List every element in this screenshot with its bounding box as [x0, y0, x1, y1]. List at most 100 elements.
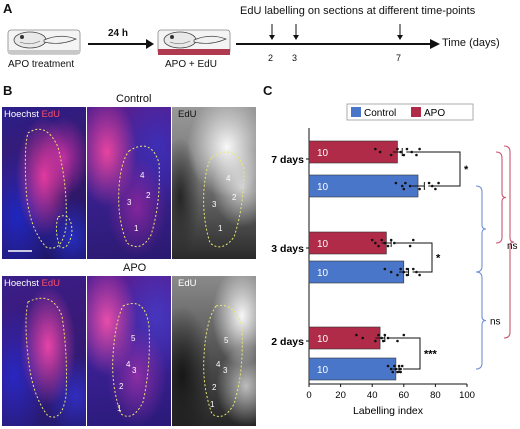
time-axis-label: Time (days) — [442, 37, 500, 49]
control-2-point — [394, 367, 398, 371]
legend-swatch-apo — [411, 107, 421, 117]
apo-1-point — [408, 244, 412, 248]
apo-2-n-label: 10 — [317, 334, 329, 345]
control-1-point — [396, 273, 399, 277]
control-2-point — [389, 367, 393, 371]
apo-color-cell-2: 2 — [119, 382, 124, 391]
control-1-point — [411, 267, 415, 271]
apo-color-cell-1: 1 — [117, 404, 122, 413]
control-1-point — [399, 267, 402, 271]
control-2-n-label: 10 — [317, 365, 329, 376]
apo-0-point — [378, 150, 382, 154]
panel-a-letter: A — [3, 1, 13, 16]
control-2-point — [400, 364, 404, 368]
timepoint-label-7: 7 — [396, 53, 402, 63]
apo-0-point — [399, 150, 402, 154]
control-0-point — [427, 181, 431, 185]
apo-1-n-label: 10 — [317, 239, 329, 250]
timepoint-arrow-3 — [293, 24, 299, 40]
apo-1-point — [393, 241, 396, 245]
x-tick-label: 60 — [399, 390, 410, 401]
control-1-point — [405, 267, 409, 271]
apo-2-point — [374, 339, 377, 343]
apo-edu-gray-micrograph: EdU 5 4 3 2 1 — [172, 276, 256, 426]
panel-c-letter: C — [263, 83, 273, 98]
step2-label: APO + EdU — [165, 59, 217, 70]
control-0-point — [404, 181, 407, 185]
apo-2-point — [380, 336, 383, 340]
apo-bracket-7-2 — [503, 145, 515, 339]
control-label: Control — [116, 93, 152, 105]
apo-2-point — [383, 333, 387, 337]
apo-color-cell-4: 4 — [126, 360, 131, 369]
apo-2-point — [361, 336, 365, 340]
control-1-point — [383, 267, 387, 271]
apo-2-point — [402, 333, 406, 337]
control-2-point — [399, 367, 402, 371]
control-0-point — [400, 184, 404, 188]
significance-bracket — [395, 242, 433, 273]
timepoint-arrow-2 — [269, 24, 275, 40]
apo-2-point — [377, 333, 380, 337]
apo-1-point — [386, 244, 390, 248]
step1-label: APO treatment — [8, 59, 75, 70]
control-bracket-7-3 — [475, 185, 487, 273]
tadpole-apo-edu — [157, 29, 231, 55]
control-color-cell-2: 2 — [146, 191, 151, 200]
control-2-point — [391, 370, 395, 374]
significance-bracket — [388, 337, 421, 370]
hoechst-label-apo: Hoechst — [4, 278, 39, 289]
edu-label: EdU — [41, 109, 60, 120]
apo-gray-cell-2: 2 — [212, 383, 217, 392]
apo-0-point — [389, 153, 393, 157]
control-0-point — [402, 187, 406, 191]
apo-0-point — [402, 153, 406, 157]
control-gray-cell-4: 4 — [226, 174, 231, 183]
apo-0-point — [405, 147, 409, 151]
apo-0-n-label: 10 — [317, 148, 329, 159]
apo-1-point — [370, 238, 374, 242]
interval-label: 24 h — [108, 28, 129, 39]
apo-gray-cell-3: 3 — [223, 366, 228, 375]
control-0-point — [437, 181, 440, 185]
control-2-point — [386, 364, 390, 368]
apo-bracket-7-3 — [495, 151, 507, 244]
control-merge-micrograph: Hoechst EdU — [2, 107, 86, 259]
control-bracket-3-2 — [475, 271, 487, 370]
apo-1-point — [389, 238, 393, 242]
control-gray-cell-1: 1 — [218, 224, 223, 233]
apo-0-point — [374, 147, 377, 151]
control-gray-cell-3: 3 — [212, 200, 217, 209]
apo-2-point — [381, 339, 385, 343]
control-1-point — [405, 273, 409, 277]
apo-2-point — [386, 336, 390, 340]
apo-0-point — [396, 147, 399, 151]
apo-1-point — [377, 244, 380, 248]
timepoint-arrow-7 — [397, 24, 403, 40]
control-color-cell-1: 1 — [134, 224, 139, 233]
apo-label: APO — [123, 262, 147, 274]
x-tick-label: 20 — [335, 390, 346, 401]
edu-label-apo: EdU — [41, 278, 60, 289]
apo-gray-cell-4: 4 — [216, 360, 221, 369]
legend-swatch-control — [351, 107, 361, 117]
edu-heading: EdU labelling on sections at different t… — [240, 5, 476, 17]
panel-a-timeline — [7, 24, 440, 55]
between-significance-apo: ns — [507, 241, 518, 252]
legend-label-apo: APO — [424, 108, 445, 119]
panel-b-letter: B — [3, 83, 13, 98]
apo-1-point — [383, 241, 387, 245]
category-label: 2 days — [271, 336, 304, 348]
control-0-point — [394, 181, 398, 185]
control-color-cell-4: 4 — [140, 171, 145, 180]
control-1-point — [389, 270, 393, 274]
control-1-point — [402, 270, 406, 274]
x-tick-label: 40 — [367, 390, 378, 401]
control-2-point — [393, 364, 396, 368]
apo-1-point — [411, 238, 415, 242]
control-1-point — [418, 273, 421, 277]
category-label: 7 days — [271, 154, 304, 166]
apo-1-point — [380, 238, 383, 242]
hoechst-label: Hoechst — [4, 109, 39, 120]
